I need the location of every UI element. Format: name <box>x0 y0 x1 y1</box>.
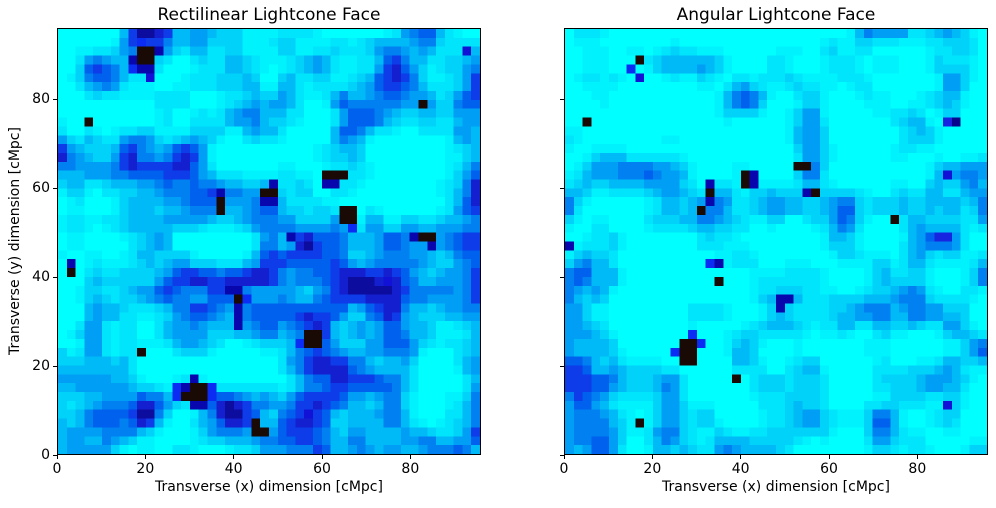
x-tick-mark <box>57 455 58 459</box>
x-tick-label: 20 <box>643 461 661 477</box>
x-tick-mark <box>829 455 830 459</box>
x-tick-label: 0 <box>53 461 62 477</box>
x-axis-label-angular: Transverse (x) dimension [cMpc] <box>564 479 988 495</box>
x-tick-label: 0 <box>560 461 569 477</box>
y-tick-mark <box>560 455 564 456</box>
x-axis-label-rectilinear: Transverse (x) dimension [cMpc] <box>57 479 481 495</box>
x-tick-mark <box>410 455 411 459</box>
x-tick-mark <box>564 455 565 459</box>
x-tick-label: 80 <box>401 461 419 477</box>
y-tick-mark <box>53 277 57 278</box>
x-tick-label: 60 <box>313 461 331 477</box>
x-tick-mark <box>145 455 146 459</box>
x-tick-label: 40 <box>225 461 243 477</box>
y-tick-mark <box>560 188 564 189</box>
y-tick-mark <box>560 366 564 367</box>
y-tick-mark <box>53 188 57 189</box>
heatmap-angular <box>565 29 987 454</box>
heatmap-rectilinear <box>58 29 480 454</box>
y-tick-label: 0 <box>26 447 50 463</box>
y-tick-mark <box>53 366 57 367</box>
x-tick-mark <box>322 455 323 459</box>
axes-rectilinear <box>57 28 481 455</box>
y-tick-mark <box>560 99 564 100</box>
x-tick-mark <box>917 455 918 459</box>
y-tick-mark <box>560 277 564 278</box>
x-tick-label: 60 <box>820 461 838 477</box>
y-axis-label: Transverse (y) dimension [cMpc] <box>7 127 23 355</box>
axes-angular <box>564 28 988 455</box>
y-tick-label: 80 <box>26 91 50 107</box>
x-tick-label: 20 <box>136 461 154 477</box>
x-tick-label: 80 <box>908 461 926 477</box>
panel-title-angular: Angular Lightcone Face <box>564 5 988 25</box>
y-tick-mark <box>53 455 57 456</box>
figure: Rectilinear Lightcone Face Angular Light… <box>0 0 996 508</box>
x-tick-mark <box>740 455 741 459</box>
panel-title-rectilinear: Rectilinear Lightcone Face <box>57 5 481 25</box>
x-tick-label: 40 <box>732 461 750 477</box>
x-tick-mark <box>233 455 234 459</box>
x-tick-mark <box>652 455 653 459</box>
y-tick-label: 60 <box>26 180 50 196</box>
y-tick-mark <box>53 99 57 100</box>
y-tick-label: 20 <box>26 358 50 374</box>
y-tick-label: 40 <box>26 269 50 285</box>
